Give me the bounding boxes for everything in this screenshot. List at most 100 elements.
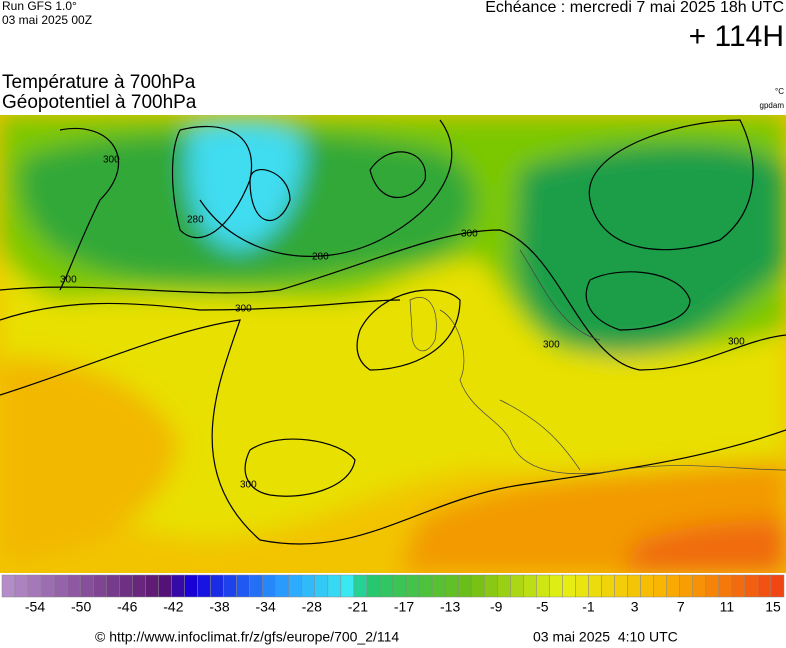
colorbar-swatch	[327, 574, 342, 598]
colorbar-label: 3	[631, 599, 639, 615]
colorbar-swatch	[405, 574, 420, 598]
colorbar-swatch	[275, 574, 289, 598]
colorbar-swatch	[653, 574, 667, 598]
colorbar-swatch	[483, 574, 498, 598]
colorbar-label: 7	[677, 599, 685, 615]
colorbar-label: -13	[440, 599, 460, 615]
colorbar-swatch	[340, 574, 355, 598]
colorbar-swatch	[27, 574, 42, 598]
colorbar-swatch	[431, 574, 446, 598]
colorbar-label: -17	[394, 599, 414, 615]
colorbar	[1, 574, 785, 598]
colorbar-swatch	[549, 574, 563, 598]
colorbar-label: -21	[348, 599, 368, 615]
colorbar-swatch	[106, 574, 120, 598]
colorbar-swatch	[353, 574, 368, 598]
colorbar-swatch	[366, 574, 381, 598]
footer-timestamp: 03 mai 2025 4:10 UTC	[533, 629, 678, 645]
colorbar-swatch	[718, 574, 733, 598]
lead-time: + 114H	[689, 20, 784, 53]
unit-temperature: °C	[775, 87, 784, 96]
colorbar-swatch	[314, 574, 329, 598]
colorbar-swatch	[562, 574, 576, 598]
colorbar-label: -46	[117, 599, 137, 615]
colorbar-label: -1	[582, 599, 595, 615]
colorbar-label: -28	[302, 599, 322, 615]
colorbar-swatch	[444, 574, 459, 598]
colorbar-swatch	[119, 574, 133, 598]
colorbar-swatch	[601, 574, 615, 598]
colorbar-swatch	[731, 574, 746, 598]
unit-geopotential: gpdam	[760, 101, 785, 110]
colorbar-label: -50	[71, 599, 91, 615]
colorbar-swatch	[392, 574, 407, 598]
contour-label: 300	[103, 155, 120, 166]
colorbar-swatch	[679, 574, 694, 598]
contour-label: 300	[60, 275, 77, 286]
colorbar-swatch	[457, 574, 472, 598]
run-label: Run GFS 1.0°	[2, 0, 77, 13]
colorbar-swatch	[497, 574, 511, 598]
colorbar-swatch	[171, 574, 185, 598]
colorbar-swatch	[40, 574, 55, 598]
footer-url: © http://www.infoclimat.fr/z/gfs/europe/…	[95, 629, 399, 645]
colorbar-swatch	[262, 574, 276, 598]
colorbar-label: -34	[256, 599, 276, 615]
colorbar-swatch	[614, 574, 628, 598]
colorbar-swatch	[627, 574, 641, 598]
colorbar-swatch	[470, 574, 485, 598]
colorbar-labels: -54 -50 -46 -42 -38 -34 -28 -21 -17 -13 -9 -5 -1 3 7 11…	[25, 599, 781, 615]
colorbar-swatch	[744, 574, 759, 598]
contour-label: 300	[235, 304, 252, 315]
contour-label: 280	[312, 252, 329, 263]
colorbar-swatch	[184, 574, 198, 598]
colorbar-swatch	[588, 574, 602, 598]
colorbar-swatch	[536, 574, 550, 598]
colorbar-label: -54	[25, 599, 45, 615]
colorbar-swatch	[132, 574, 146, 598]
colorbar-swatch	[575, 574, 589, 598]
colorbar-swatch	[510, 574, 524, 598]
contour-label: 300	[543, 340, 560, 351]
colorbar-swatch	[757, 574, 772, 598]
title-temperature: Température à 700hPa	[2, 72, 196, 93]
geopotential-contours	[0, 119, 786, 545]
colorbar-swatch	[666, 574, 680, 598]
colorbar-swatch	[418, 574, 433, 598]
contour-label: 300	[728, 337, 745, 348]
colorbar-swatch	[770, 574, 785, 598]
colorbar-label: 11	[720, 599, 735, 615]
colorbar-swatch	[249, 574, 263, 598]
colorbar-label: -5	[536, 599, 549, 615]
echeance: Echéance : mercredi 7 mai 2025 18h UTC	[485, 0, 784, 16]
colorbar-swatch	[523, 574, 537, 598]
colorbar-swatch	[640, 574, 654, 598]
colorbar-swatch	[288, 574, 303, 598]
coastlines	[409, 249, 786, 475]
colorbar-swatch	[210, 574, 224, 598]
colorbar-swatch	[692, 574, 707, 598]
colorbar-swatch	[53, 574, 68, 598]
run-date: 03 mai 2025 00Z	[2, 13, 92, 27]
colorbar-swatch	[197, 574, 211, 598]
contour-label: 300	[461, 229, 478, 240]
colorbar-swatch	[158, 574, 172, 598]
contour-label: 300	[240, 480, 257, 491]
colorbar-swatch	[301, 574, 316, 598]
colorbar-label: -38	[209, 599, 229, 615]
colorbar-swatch	[66, 574, 81, 598]
colorbar-swatch	[92, 574, 107, 598]
colorbar-label: -9	[490, 599, 503, 615]
colorbar-swatch	[236, 574, 250, 598]
colorbar-swatch	[14, 574, 29, 598]
colorbar-swatch	[1, 574, 16, 598]
contour-label: 280	[187, 215, 204, 226]
title-geopotential: Géopotentiel à 700hPa	[2, 92, 197, 113]
colorbar-swatch	[79, 574, 94, 598]
colorbar-swatch	[705, 574, 720, 598]
colorbar-swatch	[379, 574, 394, 598]
colorbar-label: -42	[163, 599, 183, 615]
colorbar-label: 15	[765, 599, 781, 615]
